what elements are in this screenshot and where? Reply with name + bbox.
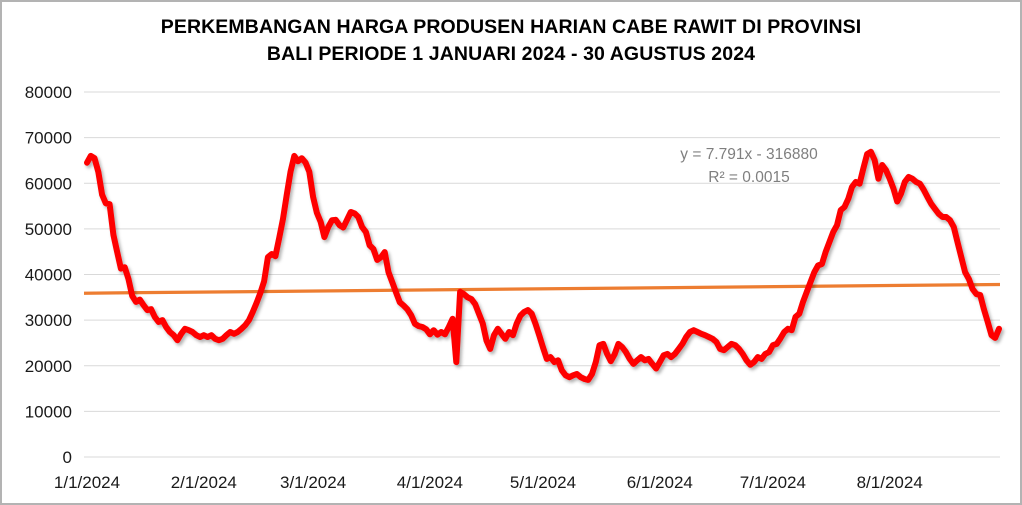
y-axis-label: 30000: [25, 311, 72, 330]
y-axis-label: 70000: [25, 129, 72, 148]
trendline-annotation: y = 7.791x - 316880 R² = 0.0015: [680, 143, 817, 189]
y-axis-label: 0: [63, 448, 72, 467]
x-axis-label: 6/1/2024: [627, 473, 693, 492]
y-axis-label: 50000: [25, 220, 72, 239]
trendline-r-squared-label: R² = 0.0015: [708, 169, 790, 186]
y-axis-label: 60000: [25, 174, 72, 193]
x-axis-label: 7/1/2024: [740, 473, 806, 492]
x-axis-label: 8/1/2024: [857, 473, 923, 492]
x-axis-label: 3/1/2024: [280, 473, 346, 492]
price-line: [84, 148, 1002, 383]
trendline-equation-label: y = 7.791x - 316880: [680, 146, 818, 163]
y-axis-label: 10000: [25, 402, 72, 421]
y-axis-label: 40000: [25, 266, 72, 285]
chart-title-line2: BALI PERIODE 1 JANUARI 2024 - 30 AGUSTUS…: [266, 43, 756, 65]
y-axis-label: 20000: [25, 357, 72, 376]
chart-title: PERKEMBANGAN HARGA PRODUSEN HARIAN CABE …: [2, 14, 1020, 68]
x-axis-label: 4/1/2024: [397, 473, 463, 492]
y-axis-label: 80000: [25, 83, 72, 102]
x-axis-label: 2/1/2024: [171, 473, 237, 492]
x-axis-label: 1/1/2024: [54, 473, 120, 492]
trendline: [83, 282, 1001, 295]
chart-title-line1: PERKEMBANGAN HARGA PRODUSEN HARIAN CABE …: [160, 16, 862, 38]
x-axis-label: 5/1/2024: [510, 473, 576, 492]
